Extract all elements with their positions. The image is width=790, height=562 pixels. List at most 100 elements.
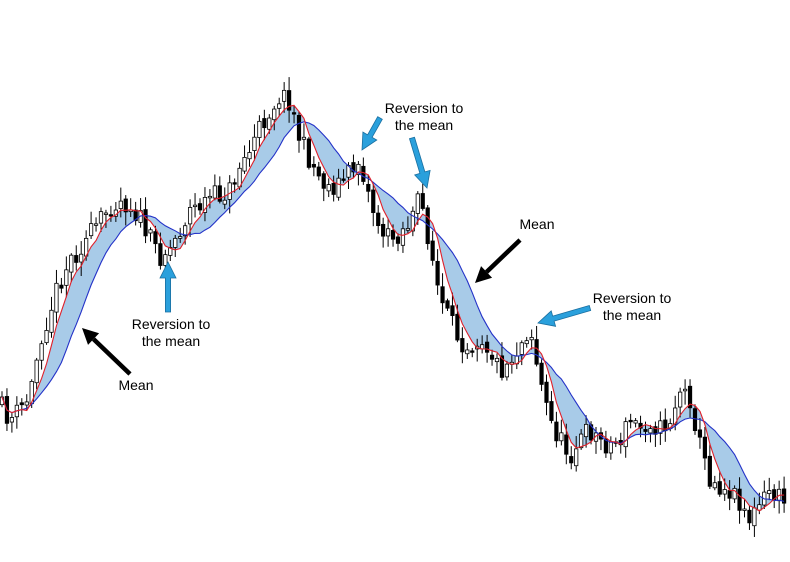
candle-body [242, 157, 247, 172]
candle-body [282, 89, 287, 102]
candle-body [118, 200, 123, 209]
candle-body [24, 401, 29, 406]
candle-body [707, 455, 712, 487]
candle-body [574, 448, 579, 467]
candle-body [554, 421, 559, 442]
candle-71 [351, 154, 356, 179]
candle-body [702, 436, 708, 459]
arrow [537, 305, 592, 327]
candle-body [366, 183, 371, 192]
candle-39 [192, 193, 198, 218]
candle-body [732, 487, 737, 500]
candle-body [757, 504, 762, 511]
candle-87 [430, 230, 435, 266]
candle-body [643, 429, 648, 432]
candle-body [9, 417, 14, 423]
candle-body [123, 198, 128, 213]
candle-100 [494, 353, 500, 374]
candle-body [727, 490, 732, 499]
candle-85 [420, 183, 425, 211]
candle-body [692, 408, 698, 432]
candle-24 [118, 187, 123, 218]
candle-2 [9, 412, 14, 433]
candle-body [603, 438, 609, 454]
candle-139 [687, 379, 693, 418]
candle-115 [569, 446, 574, 470]
candle-111 [549, 391, 554, 424]
slow-average-line [1, 121, 785, 502]
candle-62 [306, 136, 312, 170]
candle-body [19, 402, 24, 406]
arrow [159, 261, 177, 313]
candle-body [361, 165, 366, 182]
candle-56 [277, 97, 282, 117]
candle-155 [767, 477, 772, 501]
candle-body [405, 228, 411, 231]
candle-134 [663, 408, 668, 442]
candle-body [158, 243, 163, 266]
candle-86 [425, 205, 430, 250]
candle-body [143, 209, 148, 237]
candle-body [187, 207, 193, 225]
candle-body [34, 359, 39, 384]
candle-body [286, 90, 292, 111]
candle-59 [291, 104, 297, 124]
candle-body [504, 363, 510, 378]
candle-157 [777, 480, 782, 514]
candle-body [484, 341, 490, 353]
candle-body [415, 193, 420, 214]
candle-body [687, 385, 693, 409]
candle-body [608, 441, 613, 454]
candle-body [430, 240, 435, 261]
candle-body [539, 362, 544, 385]
candle-15 [74, 245, 79, 271]
arrow [408, 136, 431, 189]
candle-55 [272, 105, 277, 131]
annotation-3 [408, 136, 431, 189]
candle-123 [608, 436, 613, 460]
candle-49 [242, 145, 247, 174]
candle-77 [381, 217, 386, 248]
candle-64 [316, 161, 321, 181]
candle-109 [539, 359, 544, 392]
annotation-label: Mean [519, 216, 554, 232]
candle-body [267, 117, 272, 130]
candle-29 [143, 197, 148, 244]
candle-42 [207, 189, 212, 209]
candle-60 [296, 111, 302, 153]
arrow-shaft [91, 337, 132, 376]
candle-body [326, 184, 331, 192]
candle-body [588, 424, 594, 441]
candle-121 [598, 427, 604, 451]
candle-158 [782, 476, 787, 513]
candle-12 [59, 277, 64, 294]
candle-body [623, 421, 628, 448]
candle-154 [762, 480, 767, 510]
candle-45 [222, 187, 227, 210]
annotation-label: Reversion to [132, 316, 211, 332]
candle-body [752, 507, 757, 527]
candle-body [544, 381, 549, 403]
candle-body [316, 166, 321, 177]
candle-127 [628, 413, 633, 429]
candle-99 [489, 349, 495, 366]
candle-142 [702, 426, 708, 470]
candle-138 [683, 379, 688, 405]
candle-110 [544, 374, 549, 416]
candle-61 [301, 123, 307, 150]
candle-body [390, 230, 396, 240]
candle-body [470, 350, 475, 353]
candle-body [460, 338, 465, 353]
candle-body [227, 182, 232, 200]
band-fill [2, 105, 785, 511]
candle-9 [44, 317, 49, 345]
candle-116 [574, 436, 579, 472]
candle-body [197, 203, 203, 211]
candle-10 [49, 296, 54, 338]
candle-18 [89, 211, 94, 239]
candle-63 [311, 156, 316, 177]
candle-body [371, 189, 376, 213]
candle-82 [405, 216, 411, 234]
annotation-label: Reversion to [593, 290, 672, 306]
